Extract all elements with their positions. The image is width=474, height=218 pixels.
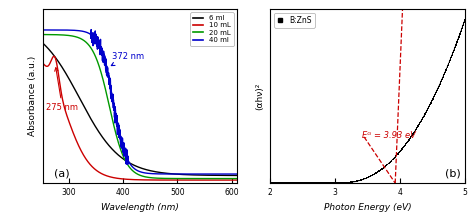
Text: (b): (b) <box>445 168 461 178</box>
Text: (a): (a) <box>55 168 70 178</box>
Text: 372 nm: 372 nm <box>111 52 144 66</box>
Y-axis label: (αhν)²: (αhν)² <box>255 82 264 110</box>
Y-axis label: Absorbance (a.u.): Absorbance (a.u.) <box>28 56 37 136</box>
Text: 275 nm: 275 nm <box>46 68 79 112</box>
Legend: 6 ml, 10 mL, 20 mL, 40 ml: 6 ml, 10 mL, 20 mL, 40 ml <box>190 12 234 46</box>
X-axis label: Photon Energy (eV): Photon Energy (eV) <box>324 203 411 211</box>
Legend: B:ZnS: B:ZnS <box>274 13 315 28</box>
Text: Eᴳ = 3.93 eV: Eᴳ = 3.93 eV <box>362 131 416 140</box>
X-axis label: Wavelength (nm): Wavelength (nm) <box>101 203 179 211</box>
